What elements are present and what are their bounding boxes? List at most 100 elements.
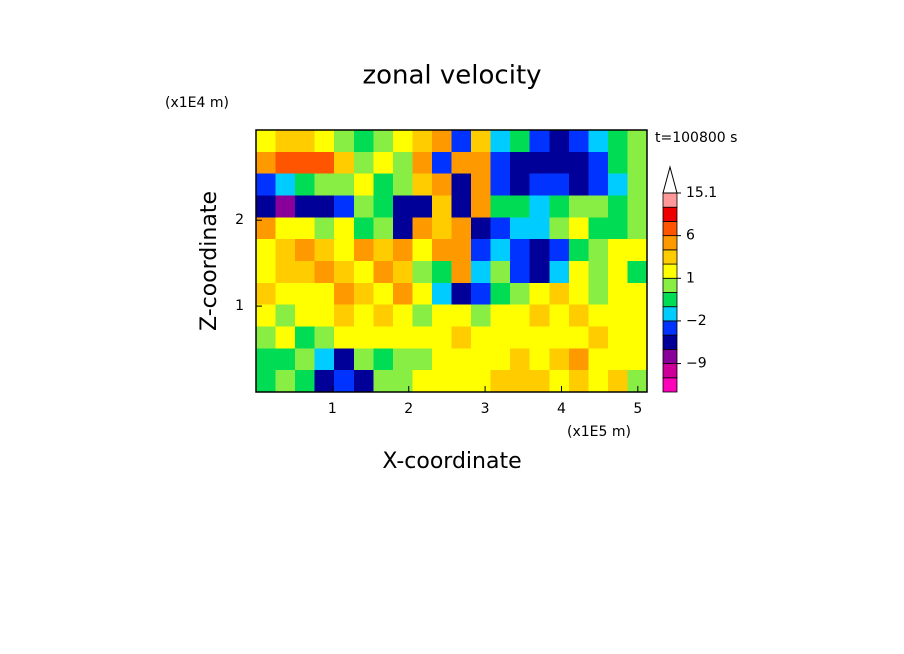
contour-cell xyxy=(607,130,628,153)
contour-cell xyxy=(412,173,433,196)
contour-cell xyxy=(373,130,394,153)
contour-cell xyxy=(353,348,374,371)
contour-cell xyxy=(568,173,589,196)
contour-cell xyxy=(353,239,374,262)
contour-cell xyxy=(588,261,609,284)
contour-cell xyxy=(588,348,609,371)
contour-cell xyxy=(510,151,531,175)
contour-cell xyxy=(353,282,374,306)
contour-cell xyxy=(314,326,335,349)
contour-cell xyxy=(451,173,472,196)
contour-cell xyxy=(607,239,628,262)
contour-cell xyxy=(568,239,589,262)
contour-cell xyxy=(588,151,609,175)
x-tick-label: 1 xyxy=(328,401,337,417)
contour-cell xyxy=(549,370,570,393)
contour-cell xyxy=(373,370,394,393)
contour-cell xyxy=(256,195,277,218)
contour-cell xyxy=(353,151,374,175)
contour-cell xyxy=(275,239,296,262)
contour-cell xyxy=(529,195,550,218)
contour-cell xyxy=(490,239,511,262)
contour-cell xyxy=(314,217,335,240)
colorbar-bin xyxy=(662,249,678,265)
contour-cell xyxy=(588,282,609,306)
contour-cell xyxy=(471,304,492,327)
contour-cell xyxy=(334,370,355,393)
contour-cell xyxy=(471,326,492,349)
contour-cell xyxy=(471,282,492,306)
contour-cell xyxy=(588,326,609,349)
contour-cell xyxy=(412,282,433,306)
contour-cell xyxy=(490,370,511,393)
contour-cell xyxy=(451,304,472,327)
colorbar-bin xyxy=(662,221,678,237)
contour-cell xyxy=(392,282,413,306)
contour-cell xyxy=(334,195,355,218)
contour-cell xyxy=(568,304,589,327)
contour-cell xyxy=(490,173,511,196)
contour-cell xyxy=(431,195,452,218)
contour-cell xyxy=(529,239,550,262)
contour-cell xyxy=(353,217,374,240)
colorbar-bin xyxy=(662,334,678,350)
contour-cell xyxy=(392,239,413,262)
chart-title: zonal velocity xyxy=(362,61,541,91)
colorbar-bin xyxy=(662,320,678,336)
contour-cell xyxy=(314,130,335,153)
contour-cell xyxy=(568,261,589,284)
contour-cell xyxy=(431,151,452,175)
contour-cell xyxy=(549,326,570,349)
contour-cell xyxy=(549,239,570,262)
contour-cell xyxy=(451,151,472,175)
contour-cell xyxy=(256,326,277,349)
contour-cell xyxy=(431,173,452,196)
contour-cell xyxy=(373,326,394,349)
contour-cell xyxy=(353,304,374,327)
contour-cell xyxy=(392,173,413,196)
contour-cell xyxy=(510,217,531,240)
contour-cell xyxy=(412,151,433,175)
contour-cell xyxy=(295,370,316,393)
colorbar-bin xyxy=(662,306,678,322)
contour-cell xyxy=(295,130,316,153)
contour-cell xyxy=(529,326,550,349)
contour-cell xyxy=(431,282,452,306)
colorbar-arrow xyxy=(662,165,678,194)
contour-cell xyxy=(353,326,374,349)
contour-cell xyxy=(490,195,511,218)
contour-cell xyxy=(471,239,492,262)
contour-cell xyxy=(373,151,394,175)
contour-cell xyxy=(334,326,355,349)
contour-cell xyxy=(490,304,511,327)
contour-cell xyxy=(471,195,492,218)
contour-cell xyxy=(627,261,648,284)
contour-cell xyxy=(568,326,589,349)
contour-cell xyxy=(451,261,472,284)
contour-cell xyxy=(392,217,413,240)
contour-cell xyxy=(471,348,492,371)
contour-cell xyxy=(549,348,570,371)
contour-cell xyxy=(256,130,277,153)
contour-cell xyxy=(490,261,511,284)
contour-cell xyxy=(588,239,609,262)
contour-cell xyxy=(392,130,413,153)
contour-cell xyxy=(607,217,628,240)
contour-cell xyxy=(334,261,355,284)
contour-cell xyxy=(314,261,335,284)
contour-cell xyxy=(256,304,277,327)
x-tick-label: 2 xyxy=(404,401,413,417)
contour-cell xyxy=(295,195,316,218)
contour-cell xyxy=(510,348,531,371)
contour-cell xyxy=(392,195,413,218)
contour-cell xyxy=(627,217,648,240)
plot-frame xyxy=(255,129,648,393)
contour-cell xyxy=(627,173,648,196)
contour-cell xyxy=(490,151,511,175)
contour-cell xyxy=(510,282,531,306)
contour-cell xyxy=(412,261,433,284)
colorbar-label: 6 xyxy=(686,228,695,244)
contour-cell xyxy=(295,261,316,284)
contour-cell xyxy=(471,151,492,175)
contour-cell xyxy=(256,239,277,262)
